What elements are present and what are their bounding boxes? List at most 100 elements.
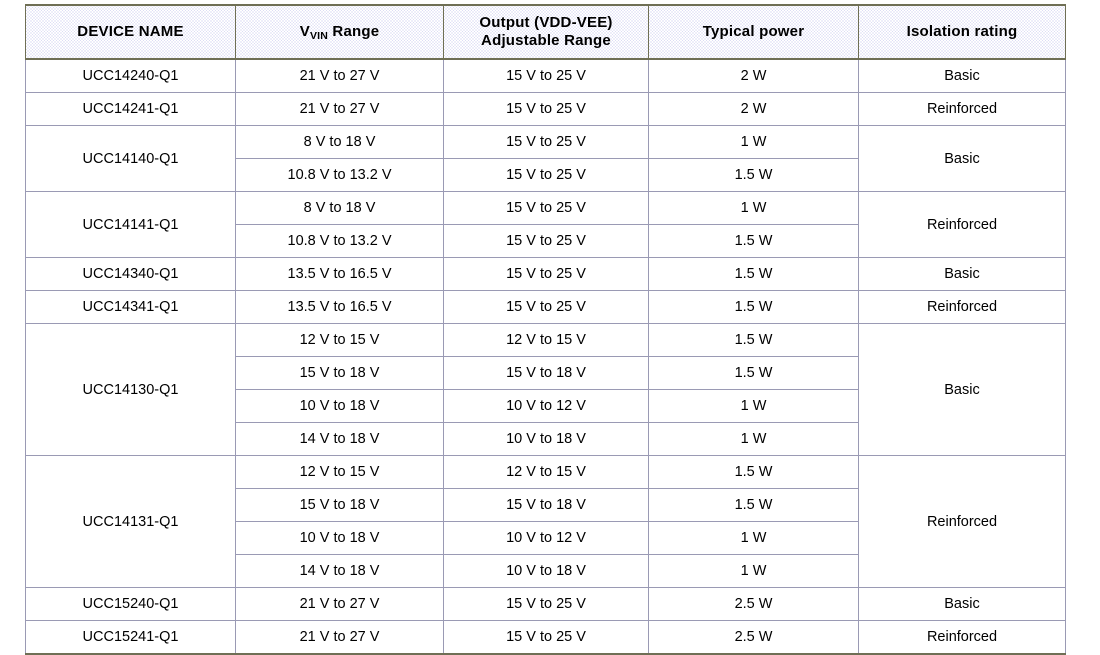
cell-isolation-rating: Reinforced [858, 620, 1066, 655]
cell-typical-power: 1 W [648, 422, 859, 456]
cell-typical-power: 1 W [648, 389, 859, 423]
cell-device-name: UCC14131-Q1 [25, 455, 236, 588]
cell-device-name: UCC14240-Q1 [25, 58, 236, 93]
vin-symbol-subscript: VIN [309, 30, 329, 43]
column-header-isolation-rating-label: Isolation rating [906, 23, 1018, 41]
table-row[interactable]: UCC15240-Q1 21 V to 27 V 15 V to 25 V 2.5 W… [25, 587, 1066, 621]
cell-typical-power: 1.5 W [648, 290, 859, 324]
cell-vin-range: 8 V to 18 V [235, 125, 444, 159]
cell-output-range: 15 V to 25 V [443, 92, 649, 126]
cell-output-range: 15 V to 25 V [443, 224, 649, 258]
cell-typical-power: 1.5 W [648, 257, 859, 291]
cell-typical-power: 1.5 W [648, 158, 859, 192]
cell-vin-range: 21 V to 27 V [235, 587, 444, 621]
cell-typical-power: 1.5 W [648, 488, 859, 522]
table-row[interactable]: 15 V to 18 V 15 V to 18 V 1.5 W [26, 356, 1066, 390]
cell-vin-range: 21 V to 27 V [235, 58, 444, 93]
cell-device-name: UCC15241-Q1 [25, 620, 236, 655]
table-header: DEVICE NAME VVIN Range Output (VDD-VEE) A… [25, 4, 1066, 60]
cell-isolation-rating: Reinforced [858, 191, 1066, 258]
cell-vin-range: 10 V to 18 V [235, 389, 444, 423]
cell-vin-range: 14 V to 18 V [235, 422, 444, 456]
output-header-line1: Output (VDD-VEE) [479, 14, 613, 32]
column-header-typical-power-label: Typical power [702, 23, 805, 41]
cell-typical-power: 1 W [648, 554, 859, 588]
device-table-container: DEVICE NAME VVIN Range Output (VDD-VEE) A… [25, 4, 1066, 655]
cell-isolation-rating: Basic [858, 257, 1066, 291]
column-header-device-name: DEVICE NAME [25, 4, 236, 60]
cell-output-range: 15 V to 25 V [443, 191, 649, 225]
vin-range-suffix: Range [328, 23, 380, 41]
cell-output-range: 10 V to 12 V [443, 389, 649, 423]
cell-output-range: 10 V to 18 V [443, 554, 649, 588]
cell-typical-power: 1.5 W [648, 323, 859, 357]
cell-isolation-rating: Reinforced [858, 455, 1066, 588]
cell-isolation-rating: Reinforced [858, 290, 1066, 324]
cell-output-range: 15 V to 25 V [443, 587, 649, 621]
cell-typical-power: 2.5 W [648, 587, 859, 621]
device-selection-table: DEVICE NAME VVIN Range Output (VDD-VEE) A… [25, 4, 1066, 655]
cell-device-name: UCC14130-Q1 [25, 323, 236, 456]
output-header-line2: Adjustable Range [481, 32, 611, 49]
cell-typical-power: 2.5 W [648, 620, 859, 655]
cell-isolation-rating: Basic [858, 125, 1066, 192]
column-header-isolation-rating: Isolation rating [858, 4, 1066, 60]
cell-vin-range: 12 V to 15 V [235, 455, 444, 489]
table-header-row: DEVICE NAME VVIN Range Output (VDD-VEE) A… [25, 4, 1066, 60]
column-header-device-name-label: DEVICE NAME [77, 23, 184, 41]
cell-typical-power: 1.5 W [648, 356, 859, 390]
cell-typical-power: 1 W [648, 521, 859, 555]
cell-isolation-rating: Reinforced [858, 92, 1066, 126]
table-row[interactable]: UCC15241-Q1 21 V to 27 V 15 V to 25 V 2.5 W… [25, 620, 1066, 655]
cell-vin-range: 15 V to 18 V [235, 488, 444, 522]
cell-vin-range: 10.8 V to 13.2 V [235, 224, 444, 258]
cell-vin-range: 15 V to 18 V [235, 356, 444, 390]
cell-isolation-rating: Basic [858, 58, 1066, 93]
cell-vin-range: 21 V to 27 V [235, 92, 444, 126]
cell-typical-power: 1 W [648, 125, 859, 159]
cell-typical-power: 1.5 W [648, 455, 859, 489]
cell-typical-power: 2 W [648, 58, 859, 93]
cell-typical-power: 2 W [648, 92, 859, 126]
vin-symbol-v: V [299, 23, 310, 41]
table-row[interactable]: UCC14130-Q1 12 V to 15 V 12 V to 15 V 1.5 W… [25, 323, 1066, 456]
cell-device-name: UCC14141-Q1 [25, 191, 236, 258]
cell-vin-range: 13.5 V to 16.5 V [235, 257, 444, 291]
cell-output-range: 15 V to 25 V [443, 290, 649, 324]
cell-isolation-rating: Basic [858, 323, 1066, 456]
cell-vin-range: 10.8 V to 13.2 V [235, 158, 444, 192]
cell-vin-range: 12 V to 15 V [235, 323, 444, 357]
column-header-vin-range: VVIN Range [235, 4, 444, 60]
cell-output-range: 12 V to 15 V [443, 323, 649, 357]
cell-output-range: 15 V to 25 V [443, 125, 649, 159]
cell-device-name: UCC14140-Q1 [25, 125, 236, 192]
cell-vin-range: 8 V to 18 V [235, 191, 444, 225]
cell-device-name: UCC14341-Q1 [25, 290, 236, 324]
cell-vin-range: 21 V to 27 V [235, 620, 444, 655]
cell-vin-range: 13.5 V to 16.5 V [235, 290, 444, 324]
cell-output-range: 10 V to 18 V [443, 422, 649, 456]
cell-output-range: 15 V to 25 V [443, 257, 649, 291]
table-row[interactable]: 10.8 V to 13.2 V 15 V to 25 V 1.5 W [26, 158, 1066, 192]
cell-device-name: UCC14340-Q1 [25, 257, 236, 291]
cell-output-range: 15 V to 25 V [443, 158, 649, 192]
cell-output-range: 15 V to 18 V [443, 356, 649, 390]
cell-typical-power: 1.5 W [648, 224, 859, 258]
table-row[interactable]: UCC14131-Q1 12 V to 15 V 12 V to 15 V 1.5 W… [25, 455, 1066, 588]
cell-output-range: 15 V to 18 V [443, 488, 649, 522]
column-header-output-range: Output (VDD-VEE) Adjustable Range [443, 4, 649, 60]
table-row[interactable]: 10.8 V to 13.2 V 15 V to 25 V 1.5 W [26, 224, 1066, 258]
cell-output-range: 15 V to 25 V [443, 58, 649, 93]
cell-device-name: UCC15240-Q1 [25, 587, 236, 621]
